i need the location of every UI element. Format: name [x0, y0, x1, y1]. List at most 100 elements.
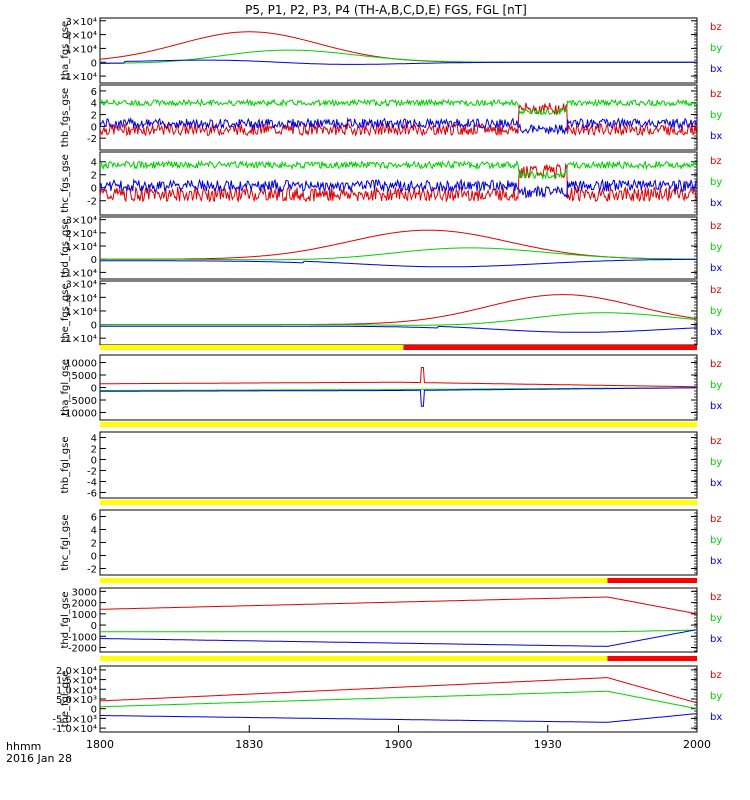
panel-frame	[99, 509, 698, 576]
y-axis-label: thc_fgl_gse	[60, 514, 71, 570]
series-line-by	[99, 98, 698, 116]
y-tick-label: 0	[91, 456, 97, 467]
series-line-by	[99, 159, 698, 181]
y-axis-label: thb_fgl_gse	[60, 437, 71, 494]
y-tick-label: 5000	[72, 371, 97, 382]
legend-bx: bx	[710, 327, 722, 338]
y-tick-label: 6	[91, 513, 97, 524]
legend-bz: bz	[710, 670, 722, 681]
legend-bx: bx	[710, 131, 722, 142]
legend-by: by	[710, 457, 722, 468]
panel-frame	[99, 431, 698, 499]
y-axis-label: the_fgl_gse	[60, 671, 71, 728]
legend-by: by	[710, 535, 722, 546]
series-line-bz	[99, 162, 698, 203]
y-tick-label: -1×10⁴	[62, 268, 97, 279]
x-tick-label: 2000	[683, 738, 711, 751]
series-line-by	[100, 629, 697, 633]
y-tick-label: -2	[87, 134, 97, 145]
y-axis-label: tha_fgs_gse	[60, 21, 71, 80]
panel-frame	[99, 84, 698, 151]
legend-bz: bz	[710, 359, 722, 370]
y-tick-label: 3000	[72, 587, 97, 598]
legend-bz: bz	[710, 514, 722, 525]
series-line-bz	[100, 229, 697, 260]
y-tick-label: 4	[91, 99, 97, 110]
y-tick-label: -1×10⁴	[62, 72, 97, 83]
legend-bx: bx	[710, 478, 722, 489]
series-line-bx	[100, 59, 697, 65]
panel-8: 6 4 2 0 -2 thc_fgl_gse bz by bx	[60, 500, 722, 576]
y-tick-label: -2000	[68, 644, 97, 655]
flag-bar-yellow	[100, 345, 404, 350]
legend-bx: bx	[710, 634, 722, 645]
y-tick-label: -4	[87, 478, 97, 489]
y-tick-label: 2	[91, 445, 97, 456]
figure-title: P5, P1, P2, P3, P4 (TH-A,B,C,D,E) FGS, F…	[245, 3, 527, 17]
y-tick-label: 0	[91, 184, 97, 195]
time-unit-label: hhmm	[6, 740, 41, 753]
y-tick-label: 4	[91, 434, 97, 445]
y-tick-label: 2	[91, 171, 97, 182]
series-line-by	[99, 690, 698, 710]
series-line-bx	[99, 387, 697, 407]
flag-bar-yellow	[100, 578, 608, 583]
legend-by: by	[710, 110, 722, 121]
legend-by: by	[710, 691, 722, 702]
panel-7: 420-2-4-6 thb_fgl_gse bz by bx	[60, 422, 722, 500]
y-tick-label: -1000	[68, 632, 97, 643]
y-axis-label: tha_fgl_gse	[60, 359, 71, 416]
series-line-by	[100, 247, 697, 261]
y-tick-label: -1.0×10⁴	[52, 724, 97, 735]
series-line-bz	[99, 102, 698, 138]
y-tick-label: 1000	[72, 610, 97, 621]
series-line-bx	[100, 629, 698, 647]
legend-by: by	[710, 306, 722, 317]
y-tick-label: 1×10⁴	[66, 242, 97, 253]
series-line-bx	[100, 325, 697, 333]
y-tick-label: 0	[91, 255, 97, 266]
series-line-bx	[99, 178, 698, 199]
y-tick-label: 0	[91, 621, 97, 632]
legend-bx: bx	[710, 263, 722, 274]
y-tick-label: 1×10⁴	[66, 307, 97, 318]
legend-bz: bz	[710, 285, 722, 296]
y-tick-label: -2	[87, 467, 97, 478]
y-tick-label: 2	[91, 539, 97, 550]
y-tick-label: 6	[91, 87, 97, 98]
series-line-by	[100, 312, 698, 326]
legend-by: by	[710, 177, 722, 188]
date-label: 2016 Jan 28	[6, 752, 72, 765]
y-axis-label: thd_fgs_gse	[60, 218, 71, 277]
legend-by: by	[710, 242, 722, 253]
y-tick-label: -1×10⁴	[62, 334, 97, 345]
y-tick-label: 4	[91, 158, 97, 169]
legend-bx: bx	[710, 198, 722, 209]
y-tick-label: 2000	[72, 599, 97, 610]
y-tick-label: 3×10⁴	[66, 17, 97, 28]
legend-bx: bx	[710, 712, 722, 723]
y-tick-label: 3×10⁴	[66, 280, 97, 291]
series-line-bz	[100, 294, 698, 326]
y-axis-label: thd_fgl_gse	[60, 592, 71, 649]
legend-by: by	[710, 43, 722, 54]
legend-by: by	[710, 380, 722, 391]
y-tick-label: 0	[91, 552, 97, 563]
legend-bz: bz	[710, 221, 722, 232]
y-tick-label: 5.0×10³	[56, 695, 97, 706]
y-tick-label: 2	[91, 111, 97, 122]
y-tick-label: 0	[91, 58, 97, 69]
legend-by: by	[710, 613, 722, 624]
x-tick-label: 1900	[385, 738, 413, 751]
legend-bz: bz	[710, 89, 722, 100]
legend-bz: bz	[710, 592, 722, 603]
y-tick-label: -2	[87, 565, 97, 576]
series-line-bx	[100, 258, 697, 268]
panel-3: 4 2 0 -2 thc_fgs_gse bz by bx	[60, 151, 722, 216]
flag-bar-yellow	[100, 422, 697, 427]
